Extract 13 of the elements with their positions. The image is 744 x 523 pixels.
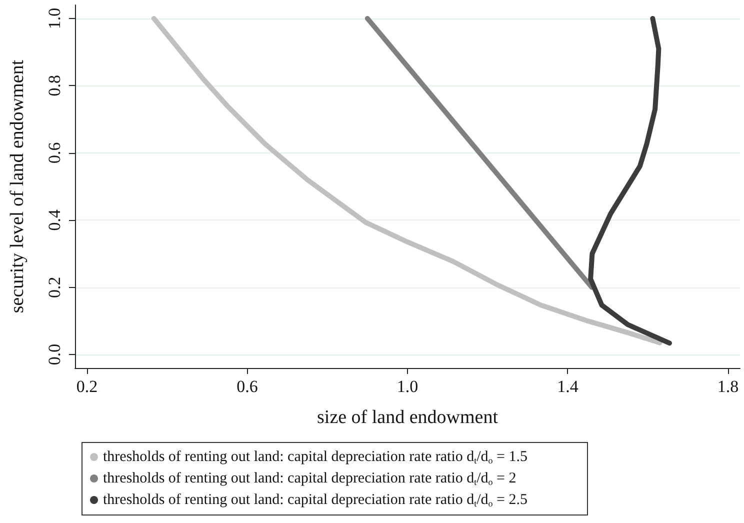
x-tick-label: 0.2 [76,377,98,396]
y-tick-label: 0.4 [45,208,64,231]
x-tick-label: 0.6 [236,377,258,396]
x-tick-label: 1.4 [557,377,579,396]
x-tick-label: 1.8 [717,377,739,396]
y-tick-label: 1.0 [45,8,64,30]
x-axis-title: size of land endowment [317,407,499,428]
y-axis-title: security level of land endowment [7,59,28,314]
y-tick-label: 0.6 [45,142,64,164]
x-tick-label: 1.0 [396,377,418,396]
y-tick-label: 0.2 [45,276,64,298]
y-tick-label: 0.8 [45,75,64,96]
y-tick-label: 0.0 [45,344,64,366]
